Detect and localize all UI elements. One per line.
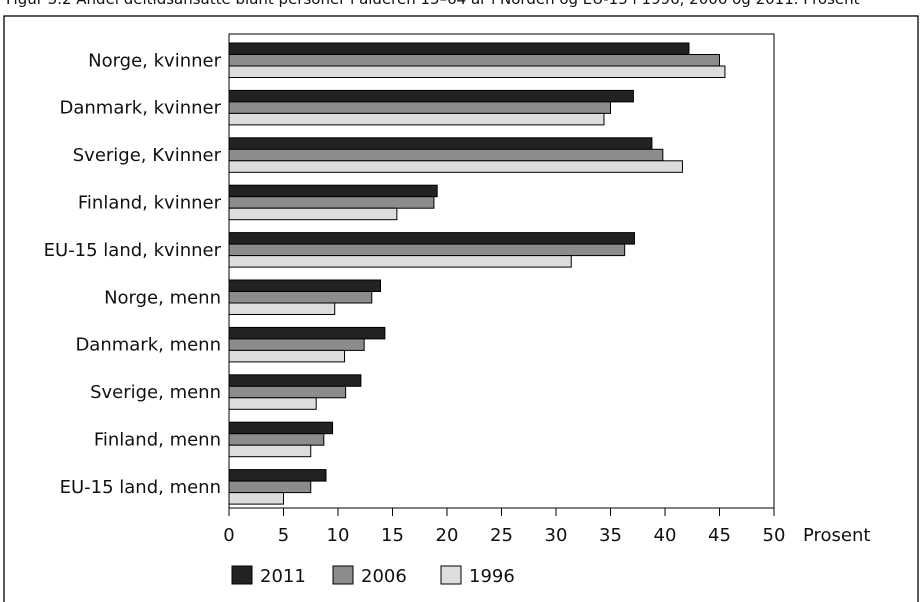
- bar-2011-9: [228, 469, 327, 482]
- bar-2011-6: [228, 326, 386, 340]
- bar-2006-1: [228, 101, 611, 114]
- bar-1996-3: [228, 207, 398, 221]
- bar-1996-8: [228, 444, 312, 458]
- bar-2006-4: [228, 243, 626, 257]
- category-label: Norge, kvinner: [88, 50, 221, 71]
- bar-2006-0: [228, 54, 720, 67]
- category-label: Danmark, menn: [75, 335, 221, 356]
- bar-2011-0: [228, 42, 690, 55]
- x-tick-label: 50: [763, 525, 786, 546]
- category-label: Finland, menn: [94, 429, 221, 450]
- x-tick-label: 45: [708, 525, 731, 546]
- x-axis-label: Prosent: [803, 525, 870, 546]
- x-tick-label: 5: [278, 525, 289, 546]
- category-label: Sverige, menn: [90, 382, 221, 403]
- bar-1996-9: [228, 492, 284, 505]
- bars: [228, 42, 726, 505]
- bar-2006-9: [228, 480, 312, 494]
- category-label: EU-15 land, kvinner: [44, 240, 222, 261]
- x-tick-label: 10: [327, 525, 350, 546]
- category-label: EU-15 land, menn: [60, 477, 221, 498]
- x-tick-label: 35: [599, 525, 622, 546]
- bar-2006-2: [228, 148, 664, 162]
- figure-caption-fragment: Figur 3.2 Andel deltidsansatte blant per…: [6, 0, 860, 8]
- bar-2011-8: [228, 421, 334, 435]
- bar-2006-3: [228, 196, 435, 209]
- legend-swatch-1996: [440, 565, 462, 585]
- bar-1996-5: [228, 302, 336, 315]
- x-tick-label: 20: [436, 525, 459, 546]
- category-label: Sverige, Kvinner: [73, 145, 222, 166]
- legend-label-1996: 1996: [469, 566, 515, 587]
- bar-1996-2: [228, 160, 683, 173]
- bar-2006-5: [228, 291, 373, 304]
- legend-label-2011: 2011: [260, 566, 306, 587]
- legend-swatch-2006: [332, 565, 354, 585]
- bar-2011-2: [228, 137, 653, 150]
- category-label: Norge, menn: [104, 287, 221, 308]
- figure-frame: [3, 15, 919, 602]
- category-labels: Norge, kvinner Danmark, kvinner Sverige, K…: [44, 50, 222, 498]
- x-axis: 0 5 10 15 20 25 30 35 40 45 50: [223, 507, 786, 546]
- bar-1996-7: [228, 397, 317, 410]
- bar-2011-4: [228, 232, 635, 245]
- bar-2006-7: [228, 385, 347, 399]
- bar-1996-4: [228, 255, 572, 268]
- x-tick-label: 40: [654, 525, 677, 546]
- x-tick-label: 15: [381, 525, 404, 546]
- bar-1996-1: [228, 112, 605, 126]
- legend-label-2006: 2006: [361, 566, 407, 587]
- bar-2006-6: [228, 338, 365, 351]
- category-label: Danmark, kvinner: [60, 98, 222, 119]
- bar-1996-0: [228, 65, 726, 78]
- legend: 2011 2006 1996: [231, 565, 515, 587]
- category-label: Finland, kvinner: [78, 192, 222, 213]
- x-tick-label: 0: [223, 525, 234, 546]
- x-tick-label: 30: [545, 525, 568, 546]
- bar-2011-7: [228, 374, 362, 387]
- bar-2011-1: [228, 89, 634, 103]
- x-tick-label: 25: [490, 525, 513, 546]
- bar-2011-3: [228, 184, 438, 198]
- legend-swatch-2011: [231, 565, 253, 585]
- bar-2011-5: [228, 279, 382, 292]
- bar-1996-6: [228, 349, 346, 363]
- bar-2006-8: [228, 433, 325, 446]
